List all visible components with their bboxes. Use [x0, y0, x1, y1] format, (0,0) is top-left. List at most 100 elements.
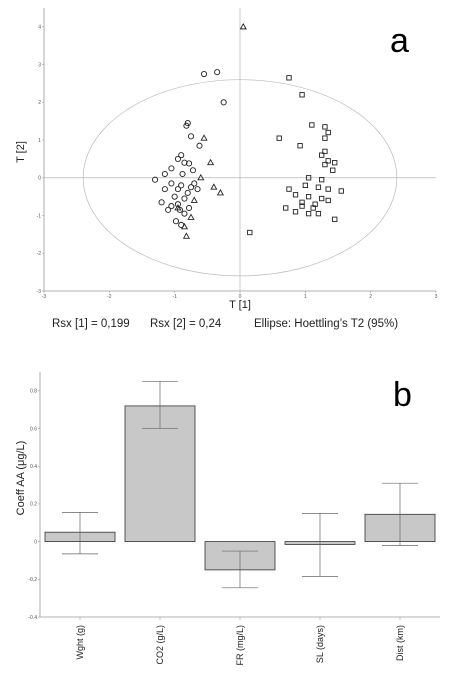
- scores-plot-points: [152, 22, 344, 239]
- square-point: [292, 192, 299, 198]
- square-point: [332, 160, 338, 166]
- square-point: [286, 75, 292, 81]
- y-tick-label: 3: [38, 62, 41, 68]
- x-tick-label: -3: [42, 294, 47, 300]
- scores-plot-axes: [42, 8, 437, 293]
- rsx1-caption: Rsx [1] = 0,199: [52, 318, 130, 330]
- square-point: [325, 129, 331, 136]
- triangle-point: [190, 196, 198, 203]
- square-point: [325, 197, 331, 204]
- coefficient-plot-category-labels: Wght (g) CO2 (g/L) FR (mg/L) SL (days) Dist …: [75, 625, 405, 666]
- scores-plot-y-axis-title: T [2]: [15, 141, 27, 163]
- circle-point: [172, 218, 180, 225]
- triangle-point: [239, 22, 247, 30]
- square-point: [315, 210, 322, 217]
- circle-point: [174, 155, 181, 162]
- triangle-point: [174, 204, 182, 211]
- circle-point: [165, 206, 172, 213]
- y-tick-label: 0.2: [30, 502, 37, 508]
- square-point: [310, 205, 316, 211]
- square-point: [302, 182, 308, 188]
- y-tick-label: 0.8: [30, 389, 37, 395]
- category-label: FR (mg/L): [235, 625, 245, 666]
- square-point: [247, 229, 253, 236]
- circle-point: [220, 99, 227, 106]
- circle-point: [201, 70, 208, 78]
- square-point: [305, 175, 312, 181]
- circle-point: [168, 180, 175, 187]
- triangle-point: [207, 158, 215, 166]
- circle-point: [161, 186, 168, 193]
- square-point: [315, 184, 322, 190]
- y-tick-label: 4: [38, 25, 41, 31]
- x-tick-label: -2: [107, 294, 112, 300]
- circle-point: [191, 180, 198, 187]
- triangle-point: [182, 232, 190, 239]
- x-tick-label: 3: [435, 294, 438, 300]
- circle-point: [178, 182, 185, 189]
- scores-plot-panel: -3 -2 -1 0 1 2 3 -3 -2 -1 0 1 2 3 4 a T [1] T [2]: [15, 8, 438, 311]
- circle-point: [171, 193, 178, 200]
- circle-point: [194, 186, 201, 193]
- square-point: [319, 195, 325, 202]
- panel-label-b: b: [393, 376, 412, 414]
- circle-point: [178, 152, 185, 159]
- circle-point: [174, 201, 181, 208]
- y-tick-label: -1: [37, 213, 42, 219]
- circle-point: [181, 210, 188, 217]
- circle-point: [189, 167, 197, 174]
- x-tick-label: 2: [369, 294, 372, 300]
- circle-point: [184, 189, 191, 196]
- square-point: [309, 122, 315, 128]
- circle-point: [187, 133, 195, 140]
- circle-point: [183, 122, 190, 129]
- coefficient-plot-bars: [44, 381, 436, 589]
- circle-point: [196, 142, 203, 149]
- panel-label-a: a: [390, 22, 409, 60]
- triangle-point: [197, 173, 205, 181]
- square-point: [299, 92, 305, 98]
- triangle-point: [210, 183, 218, 190]
- y-tick-label: -2: [37, 251, 42, 257]
- square-point: [322, 135, 328, 141]
- x-tick-label: 0: [239, 294, 242, 300]
- x-tick-label: 1: [304, 294, 307, 300]
- square-point: [299, 203, 305, 209]
- coefficient-plot-y-axis-title: Coeff AA (μg/L): [15, 441, 27, 516]
- square-point: [330, 167, 336, 173]
- square-point: [305, 194, 312, 200]
- square-point: [322, 161, 328, 168]
- circle-point: [185, 204, 193, 212]
- y-tick-label: 2: [38, 100, 41, 106]
- rsx2-caption: Rsx [2] = 0,24: [150, 318, 222, 330]
- y-tick-label: -3: [37, 289, 42, 295]
- category-label: CO2 (g/L): [155, 625, 165, 665]
- square-point: [338, 188, 344, 194]
- coefficient-plot-panel: -0.4 -0.2 0 0.2 0.4 0.6 0.8 Wght (g) CO2 (g/L) F…: [15, 372, 440, 666]
- y-tick-label: 1: [38, 138, 41, 144]
- circle-point: [187, 184, 195, 191]
- circle-point: [158, 199, 165, 206]
- category-label: Wght (g): [75, 625, 85, 660]
- triangle-point: [216, 188, 224, 196]
- y-tick-label: 0.6: [30, 426, 37, 432]
- scores-plot-tick-labels: -3 -2 -1 0 1 2 3 -3 -2 -1 0 1 2 3 4: [37, 25, 438, 300]
- category-label: SL (days): [315, 625, 325, 663]
- circle-point: [179, 170, 186, 178]
- square-point: [325, 158, 331, 164]
- triangle-point: [187, 213, 195, 220]
- category-label: Dist (km): [395, 625, 405, 661]
- scores-plot-x-axis-title: T [1]: [229, 299, 251, 311]
- circle-point: [168, 165, 175, 172]
- square-point: [322, 124, 328, 130]
- triangle-point: [180, 222, 189, 230]
- square-point: [299, 199, 305, 205]
- square-point: [325, 186, 331, 192]
- square-point: [297, 143, 303, 149]
- square-point: [292, 209, 299, 215]
- circle-point: [152, 176, 159, 183]
- square-point: [305, 210, 312, 217]
- square-point: [332, 216, 338, 222]
- circle-point: [161, 170, 168, 178]
